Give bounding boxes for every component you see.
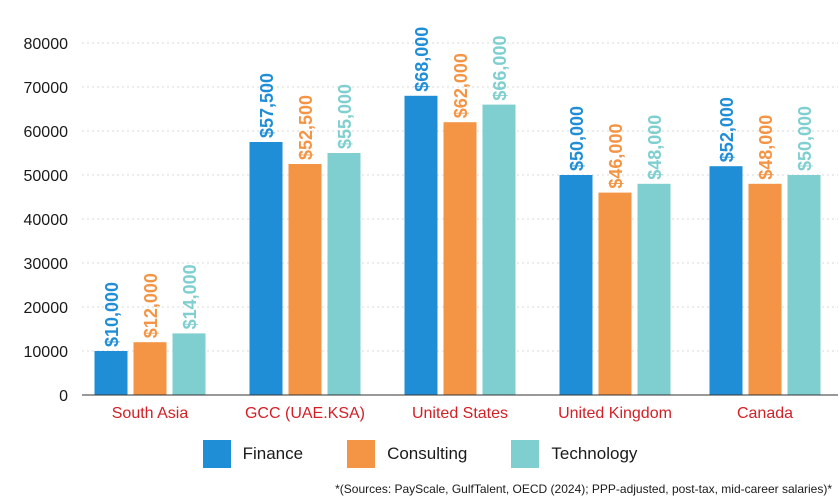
y-tick-label: 0 [59, 388, 68, 405]
legend-item-finance: Finance [202, 438, 304, 470]
y-tick-label: 60000 [24, 124, 69, 141]
data-label-consulting: $46,000 [606, 124, 626, 189]
legend-label: Finance [242, 444, 304, 463]
x-tick-label: United States [412, 405, 508, 422]
data-label-consulting: $52,500 [296, 95, 316, 160]
bar-consulting [443, 122, 477, 395]
bar-technology [787, 175, 821, 395]
data-label-finance: $57,500 [257, 73, 277, 138]
source-note: *(Sources: PayScale, GulfTalent, OECD (2… [335, 482, 832, 496]
data-label-technology: $50,000 [795, 106, 815, 171]
bar-consulting [748, 183, 782, 395]
data-label-finance: $50,000 [567, 106, 587, 171]
bar-finance [94, 351, 128, 395]
y-tick-label: 20000 [24, 300, 69, 317]
data-label-technology: $55,000 [335, 84, 355, 149]
y-tick-label: 30000 [24, 256, 69, 273]
legend-label: Consulting [387, 444, 468, 463]
data-label-consulting: $48,000 [756, 115, 776, 180]
legend-swatch [202, 440, 231, 468]
data-label-finance: $52,000 [717, 97, 737, 162]
data-label-technology: $48,000 [645, 115, 665, 180]
legend-label: Technology [551, 444, 638, 463]
bar-chart: 0 10000 20000 30000 40000 50000 60000 70000 8000… [24, 27, 838, 422]
y-tick-label: 80000 [24, 36, 69, 53]
bar-technology [327, 153, 361, 395]
bar-technology [637, 183, 671, 395]
y-tick-label: 10000 [24, 344, 69, 361]
x-tick-label: United Kingdom [558, 405, 672, 422]
bar-finance [404, 95, 438, 396]
bar-finance [709, 166, 743, 395]
legend-item-technology: Technology [511, 438, 637, 470]
bar-consulting [598, 192, 632, 395]
data-label-finance: $10,000 [102, 282, 122, 347]
data-label-technology: $14,000 [180, 264, 200, 329]
data-label-finance: $68,000 [412, 27, 432, 92]
legend: Finance Consulting Technology [0, 438, 840, 470]
x-tick-label: GCC (UAE.KSA) [245, 405, 365, 422]
x-tick-label: Canada [737, 405, 793, 422]
y-axis-ticks: 0 10000 20000 30000 40000 50000 60000 70000 8000… [24, 36, 69, 405]
y-tick-label: 50000 [24, 168, 69, 185]
data-label-consulting: $62,000 [451, 53, 471, 118]
x-axis-ticks: South Asia GCC (UAE.KSA) United States Unit… [112, 405, 793, 422]
bar-finance [559, 175, 593, 395]
bar-consulting [288, 164, 322, 395]
data-label-technology: $66,000 [490, 36, 510, 101]
legend-swatch [511, 440, 540, 468]
bar-consulting [133, 342, 167, 395]
legend-item-consulting: Consulting [347, 438, 467, 470]
bar-technology [482, 104, 516, 395]
y-tick-label: 70000 [24, 80, 69, 97]
bar-technology [172, 333, 206, 395]
legend-swatch [347, 440, 376, 468]
data-labels: $10,000 $12,000 $14,000 $57,500 $52,500 $55,0… [102, 27, 815, 347]
y-tick-label: 40000 [24, 212, 69, 229]
bar-finance [249, 142, 283, 395]
bars [94, 95, 821, 396]
x-tick-label: South Asia [112, 405, 189, 422]
data-label-consulting: $12,000 [141, 273, 161, 338]
